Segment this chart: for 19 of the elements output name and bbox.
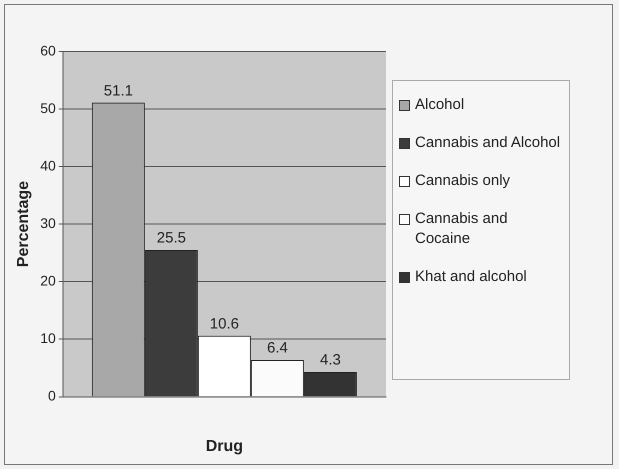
y-tick-label: 20	[40, 272, 56, 289]
data-label: 25.5	[156, 230, 186, 247]
legend-label: Cannabis and Alcohol	[415, 133, 560, 153]
y-tick-label: 10	[40, 330, 56, 346]
data-label: 10.6	[210, 315, 239, 332]
legend-label: Khat and alcohol	[415, 267, 527, 287]
legend-label: Alcohol	[415, 95, 464, 115]
legend-label: Cannabis and Cocaine	[415, 209, 509, 249]
y-tick-label: 50	[40, 100, 56, 116]
y-tick-label: 40	[40, 157, 56, 174]
y-tick-label: 30	[40, 214, 56, 231]
data-label: 4.3	[320, 352, 341, 369]
legend-label: Cannabis only	[415, 171, 510, 191]
x-axis-title: Drug	[206, 438, 244, 455]
y-axis-title: Percentage	[15, 180, 32, 268]
y-tick-label: 0	[48, 388, 56, 404]
data-label: 6.4	[266, 340, 288, 357]
y-tick-label: 60	[40, 42, 56, 58]
data-label: 51.1	[104, 82, 133, 100]
